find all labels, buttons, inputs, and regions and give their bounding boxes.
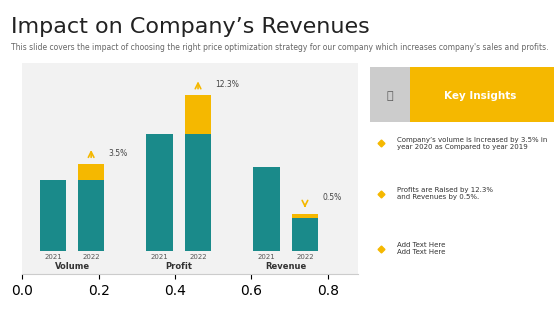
Bar [292,215,318,218]
Text: 3.5%: 3.5% [108,148,128,158]
Text: 2021: 2021 [44,254,62,260]
Text: 2021: 2021 [258,254,276,260]
Bar [185,134,212,251]
Bar [254,167,280,251]
Bar [147,134,173,251]
Bar [78,180,105,251]
Bar [185,95,212,134]
Text: 2021: 2021 [151,254,169,260]
Text: Profits are Raised by 12.3%
and Revenues by 0.5%.: Profits are Raised by 12.3% and Revenues… [398,187,493,200]
Text: Profit: Profit [165,262,193,271]
Text: 📋: 📋 [386,91,393,101]
Text: 2022: 2022 [82,254,100,260]
Text: Company’s volume is Increased by 3.5% in
year 2020 as Compared to year 2019: Company’s volume is Increased by 3.5% in… [398,137,548,150]
Text: 0.5%: 0.5% [322,192,342,202]
Bar [78,164,105,180]
FancyBboxPatch shape [370,67,410,122]
Text: Add Text Here
Add Text Here: Add Text Here Add Text Here [398,242,446,255]
FancyBboxPatch shape [370,67,554,122]
Text: Key Insights: Key Insights [444,91,517,101]
Bar [40,180,66,251]
Bar [292,218,318,251]
Text: 2022: 2022 [189,254,207,260]
Text: 2022: 2022 [296,254,314,260]
Text: Volume: Volume [54,262,90,271]
Text: Impact on Company’s Revenues: Impact on Company’s Revenues [11,16,370,37]
Text: This slide covers the impact of choosing the right price optimization strategy f: This slide covers the impact of choosing… [11,43,549,52]
Text: Revenue: Revenue [265,262,306,271]
Text: 12.3%: 12.3% [215,80,239,89]
